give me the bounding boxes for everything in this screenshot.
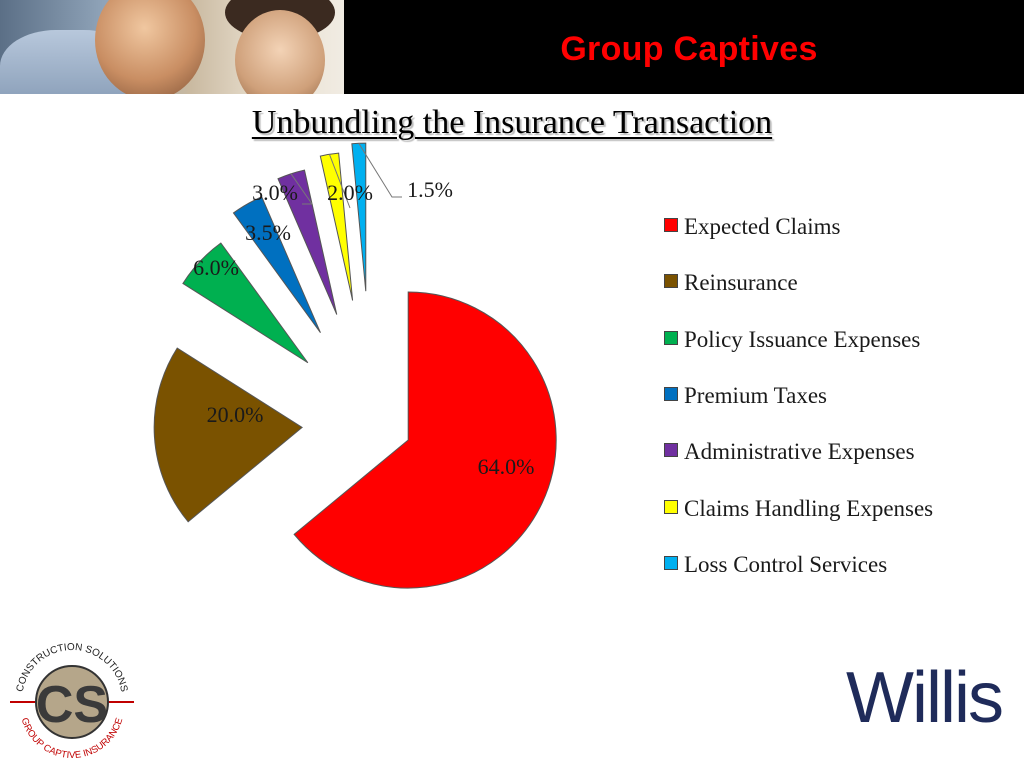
leader-line-6 [358, 143, 402, 198]
legend-item: Administrative Expenses [664, 439, 915, 465]
pie-label-2: 6.0% [193, 255, 239, 280]
construction-solutions-logo: CS CONSTRUCTION SOLUTIONS GROUP CAPTIVE … [10, 642, 134, 760]
legend-label: Expected Claims [684, 214, 841, 239]
legend-swatch [664, 274, 678, 289]
pie-label-3: 3.5% [245, 220, 291, 245]
legend-item: Premium Taxes [664, 383, 827, 409]
legend-label: Premium Taxes [684, 382, 827, 408]
pie-slice-expected-claims [293, 291, 557, 589]
pie-label-5: 2.0% [327, 180, 373, 205]
legend-item: Reinsurance [664, 270, 798, 296]
legend-swatch [664, 386, 678, 401]
leader-line-5 [328, 154, 351, 209]
pie-slice-claims-handling-expenses [319, 152, 354, 301]
pie-label-0: 64.0% [478, 454, 535, 479]
pie-slice-premium-taxes [232, 196, 321, 333]
slide-title: Unbundling the Insurance Transaction [0, 104, 1024, 142]
legend-swatch [664, 443, 678, 458]
legend-label: Administrative Expenses [684, 439, 915, 465]
header-photo [0, 0, 344, 94]
legend-swatch [664, 555, 678, 570]
header-bar: Group Captives [0, 0, 1024, 94]
willis-logo: Willis [846, 658, 1004, 738]
svg-text:CS: CS [36, 676, 108, 734]
legend-swatch [664, 499, 678, 514]
pie-slice-loss-control-services [351, 142, 367, 292]
header-title: Group Captives [560, 30, 818, 68]
legend-item: Expected Claims [664, 214, 841, 240]
legend-item: Claims Handling Expenses [664, 496, 933, 522]
pie-label-4: 3.0% [252, 180, 298, 205]
pie-label-6: 1.5% [407, 177, 453, 202]
leader-line-4 [290, 173, 313, 205]
legend-label: Claims Handling Expenses [684, 495, 934, 521]
pie-slice-reinsurance [153, 347, 303, 523]
legend-label: Policy Issuance Expenses [684, 326, 921, 352]
legend-label: Reinsurance [684, 270, 798, 296]
pie-label-1: 20.0% [207, 402, 264, 427]
legend-label: Loss Control Services [684, 551, 888, 577]
legend-item: Loss Control Services [664, 552, 887, 578]
legend-item: Policy Issuance Expenses [664, 327, 920, 353]
legend-swatch [664, 330, 678, 345]
slide-title-text: Unbundling the Insurance Transaction [251, 104, 773, 141]
pie-slice-policy-issuance-expenses [182, 242, 309, 364]
legend-swatch [664, 218, 678, 232]
